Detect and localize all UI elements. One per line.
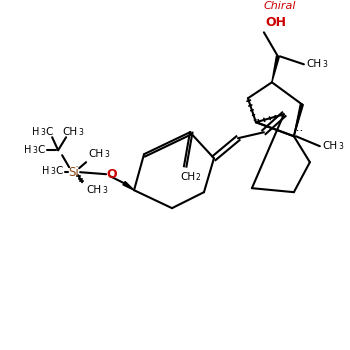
Text: 3: 3	[103, 186, 107, 195]
Text: CH: CH	[89, 149, 104, 159]
Text: CH: CH	[63, 127, 78, 137]
Polygon shape	[272, 56, 279, 82]
Text: ···: ···	[293, 125, 304, 138]
Text: 3: 3	[51, 167, 56, 176]
Text: Chiral: Chiral	[264, 1, 296, 11]
Text: CH: CH	[306, 59, 321, 69]
Text: H: H	[25, 145, 32, 155]
Text: 3: 3	[322, 60, 327, 69]
Text: C: C	[55, 166, 63, 176]
Text: CH: CH	[86, 185, 102, 195]
Text: OH: OH	[265, 16, 286, 29]
Text: 3: 3	[338, 142, 343, 151]
Text: H: H	[33, 127, 40, 137]
Text: 3: 3	[79, 128, 84, 137]
Text: O: O	[107, 168, 117, 181]
Text: C: C	[37, 145, 45, 155]
Text: 3: 3	[33, 146, 37, 155]
Text: Si: Si	[69, 166, 79, 179]
Text: CH: CH	[180, 172, 196, 182]
Polygon shape	[294, 104, 303, 136]
Polygon shape	[123, 182, 134, 190]
Text: C: C	[46, 127, 53, 137]
Text: 3: 3	[105, 150, 110, 159]
Text: 2: 2	[196, 173, 200, 182]
Text: CH: CH	[322, 141, 337, 151]
Text: 3: 3	[41, 128, 46, 137]
Text: H: H	[42, 166, 50, 176]
